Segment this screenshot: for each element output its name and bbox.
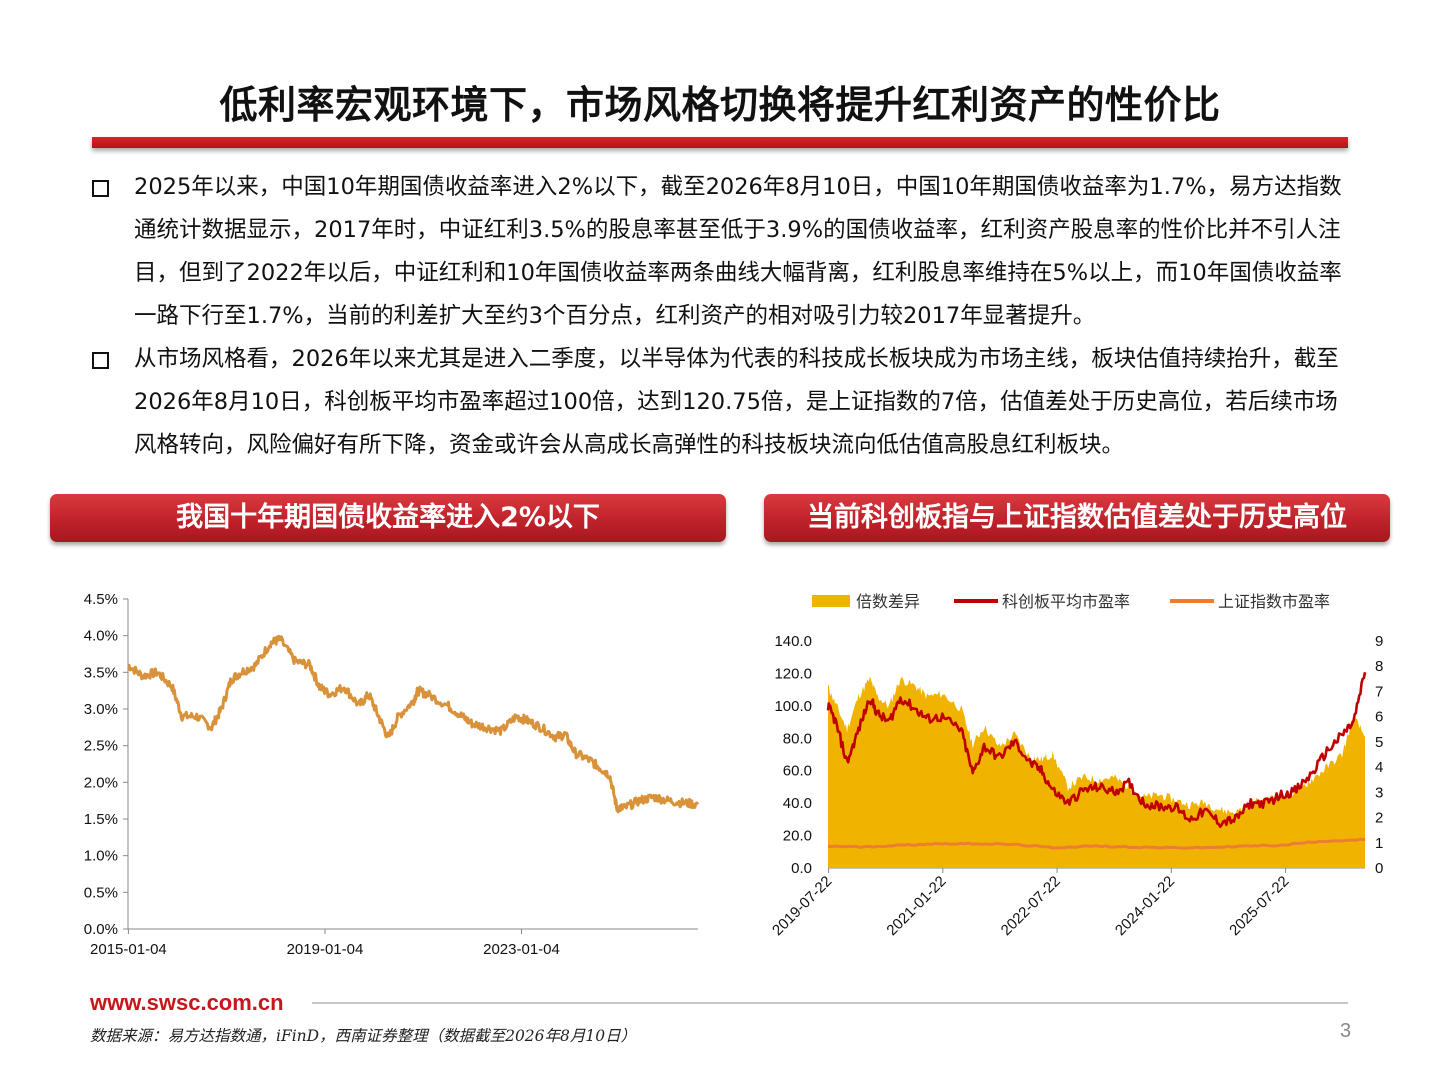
bullet-item: 2025年以来，中国10年期国债收益率进入2%以下，截至2026年8月10日，中… — [90, 166, 1360, 338]
footer-divider — [312, 1002, 1348, 1004]
y-tick-label: 1.5% — [84, 811, 118, 828]
y-right-tick-label: 7 — [1375, 683, 1383, 700]
y-left-tick-label: 140.0 — [774, 633, 812, 650]
right-chart-banner: 当前科创板指与上证指数估值差处于历史高位 — [764, 494, 1390, 542]
y-left-tick-label: 80.0 — [783, 730, 812, 747]
x-tick-label: 2022-07-22 — [998, 873, 1064, 939]
valuation-gap-chart-svg: 倍数差异 科创板平均市盈率 上证指数市盈率0.020.040.060.080.010… — [769, 593, 1383, 939]
y-right-tick-label: 0 — [1375, 860, 1383, 877]
y-right-tick-label: 4 — [1375, 759, 1383, 776]
x-tick-label: 2015-01-04 — [90, 941, 167, 958]
y-tick-label: 3.0% — [84, 701, 118, 718]
valuation-gap-chart: 倍数差异 科创板平均市盈率 上证指数市盈率 0.0 20.0 40.0 60.0 80.0 10… — [740, 578, 1390, 978]
data-source-note: 数据来源：易方达指数通，iFinD，西南证券整理（数据截至2026年8月10日） — [90, 1027, 637, 1045]
y-left-tick-label: 40.0 — [783, 795, 812, 812]
bullet-text: 从市场风格看，2026年以来尤其是进入二季度，以半导体为代表的科技成长板块成为市… — [134, 346, 1339, 458]
y-right-tick-label: 3 — [1375, 784, 1383, 801]
sse-pe-line — [827, 837, 1366, 850]
left-chart-banner: 我国十年期国债收益率进入2%以下 — [50, 494, 726, 542]
square-bullet-icon — [92, 180, 109, 197]
y-right-tick-label: 5 — [1375, 734, 1383, 751]
x-tick-label: 2023-01-04 — [483, 941, 560, 958]
y-right-tick-label: 2 — [1375, 810, 1383, 827]
y-left-tick-label: 100.0 — [774, 698, 812, 715]
y-right-tick-label: 6 — [1375, 709, 1383, 726]
y-left-tick-label: 0.0 — [791, 860, 812, 877]
x-tick-label: 2019-07-22 — [769, 873, 835, 939]
legend-label: 上证指数市盈率 — [1218, 593, 1330, 611]
x-tick-label: 2024-01-22 — [1112, 873, 1178, 939]
legend-swatch — [812, 595, 850, 607]
bullet-item: 从市场风格看，2026年以来尤其是进入二季度，以半导体为代表的科技成长板块成为市… — [90, 338, 1360, 467]
bond-yield-chart: 0.0% 0.5% 1.0% 1.5% 2.0% 2.5% 3.0% 3.5% 4.0% 4.5%… — [50, 556, 718, 976]
footer-url[interactable]: www.swsc.com.cn — [90, 990, 284, 1015]
bond-yield-line — [127, 634, 700, 814]
bond-yield-chart-svg: 0.0% 0.5% 1.0% 1.5% 2.0% 2.5% 3.0% 3.5% 4.0% 4.5%… — [84, 591, 700, 958]
y-right-tick-label: 8 — [1375, 658, 1383, 675]
legend-label: 倍数差异 — [856, 593, 920, 611]
y-left-tick-label: 20.0 — [783, 828, 812, 845]
y-right-tick-label: 9 — [1375, 633, 1383, 650]
title-divider — [92, 137, 1348, 148]
page-number: 3 — [1340, 1020, 1352, 1042]
legend-label: 科创板平均市盈率 — [1002, 593, 1130, 611]
y-tick-label: 2.0% — [84, 774, 118, 791]
y-tick-label: 3.5% — [84, 664, 118, 681]
y-tick-label: 4.5% — [84, 591, 118, 608]
y-right-tick-label: 1 — [1375, 835, 1383, 852]
x-tick-label: 2021-01-22 — [883, 873, 949, 939]
x-tick-label: 2025-07-22 — [1226, 873, 1292, 939]
bullet-text: 2025年以来，中国10年期国债收益率进入2%以下，截至2026年8月10日，中… — [134, 174, 1342, 329]
star-market-pe-line — [826, 671, 1367, 828]
x-tick-label: 2019-01-04 — [287, 941, 364, 958]
y-tick-label: 2.5% — [84, 738, 118, 755]
square-bullet-icon — [92, 352, 109, 369]
page-title: 低利率宏观环境下，市场风格切换将提升红利资产的性价比 — [219, 83, 1221, 127]
y-tick-label: 0.0% — [84, 921, 118, 938]
y-tick-label: 1.0% — [84, 848, 118, 865]
bullet-list: 2025年以来，中国10年期国债收益率进入2%以下，截至2026年8月10日，中… — [90, 166, 1360, 467]
y-tick-label: 4.0% — [84, 628, 118, 645]
y-left-tick-label: 60.0 — [783, 763, 812, 780]
y-left-tick-label: 120.0 — [774, 665, 812, 682]
y-tick-label: 0.5% — [84, 884, 118, 901]
